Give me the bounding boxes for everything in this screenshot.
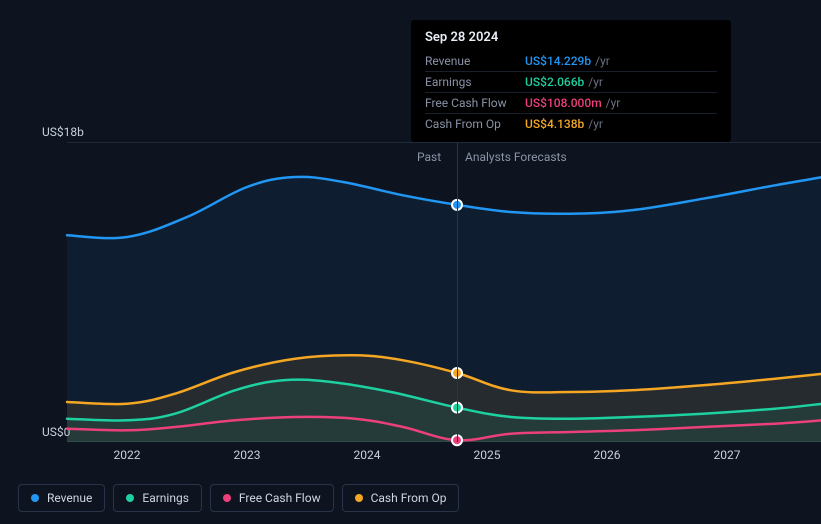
legend-label: Earnings bbox=[142, 491, 189, 505]
legend-item-revenue[interactable]: Revenue bbox=[18, 484, 105, 512]
tooltip-row: Free Cash Flow US$108.000m /yr bbox=[425, 93, 717, 114]
tooltip-metric: Revenue bbox=[425, 54, 525, 68]
x-tick: 2026 bbox=[594, 448, 621, 462]
tooltip-unit: /yr bbox=[588, 117, 603, 131]
x-tick: 2022 bbox=[114, 448, 141, 462]
tooltip-metric: Earnings bbox=[425, 75, 525, 89]
region-label-past: Past bbox=[417, 150, 441, 164]
tooltip-row: Cash From Op US$4.138b /yr bbox=[425, 114, 717, 134]
tooltip-date: Sep 28 2024 bbox=[425, 30, 717, 45]
tooltip-row: Revenue US$14.229b /yr bbox=[425, 51, 717, 72]
chart-tooltip: Sep 28 2024 Revenue US$14.229b /yr Earni… bbox=[411, 20, 731, 142]
tooltip-value: US$108.000m bbox=[525, 96, 602, 110]
past-forecast-divider bbox=[457, 142, 458, 442]
x-tick: 2027 bbox=[714, 448, 741, 462]
legend-dot-icon bbox=[355, 494, 363, 502]
tooltip-metric: Free Cash Flow bbox=[425, 96, 525, 110]
tooltip-value: US$2.066b bbox=[525, 75, 584, 89]
tooltip-unit: /yr bbox=[588, 75, 603, 89]
legend-label: Free Cash Flow bbox=[239, 491, 321, 505]
legend-label: Cash From Op bbox=[371, 491, 447, 505]
x-tick: 2025 bbox=[474, 448, 501, 462]
tooltip-value: US$14.229b bbox=[525, 54, 591, 68]
chart-svg bbox=[67, 142, 821, 442]
tooltip-unit: /yr bbox=[606, 96, 621, 110]
legend-item-earnings[interactable]: Earnings bbox=[113, 484, 202, 512]
region-label-forecast: Analysts Forecasts bbox=[465, 150, 567, 164]
legend-dot-icon bbox=[223, 494, 231, 502]
y-axis-label-max: US$18b bbox=[42, 125, 84, 139]
x-tick: 2023 bbox=[234, 448, 261, 462]
tooltip-value: US$4.138b bbox=[525, 117, 584, 131]
tooltip-unit: /yr bbox=[595, 54, 610, 68]
tooltip-row: Earnings US$2.066b /yr bbox=[425, 72, 717, 93]
chart-container: US$18b US$0 Past Analysts Forecasts 2022… bbox=[18, 0, 805, 476]
x-tick: 2024 bbox=[354, 448, 381, 462]
chart-legend: Revenue Earnings Free Cash Flow Cash Fro… bbox=[18, 484, 459, 512]
legend-item-free-cash-flow[interactable]: Free Cash Flow bbox=[210, 484, 334, 512]
legend-item-cash-from-op[interactable]: Cash From Op bbox=[342, 484, 460, 512]
legend-dot-icon bbox=[126, 494, 134, 502]
tooltip-metric: Cash From Op bbox=[425, 117, 525, 131]
legend-dot-icon bbox=[31, 494, 39, 502]
legend-label: Revenue bbox=[47, 491, 92, 505]
